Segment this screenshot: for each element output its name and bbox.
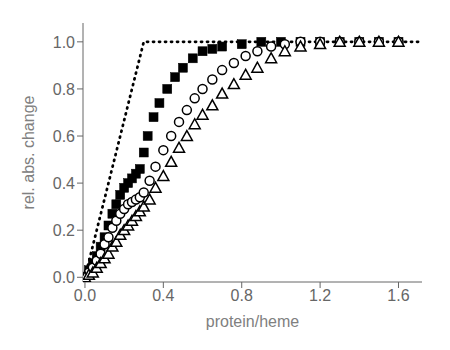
svg-text:rel. abs. change: rel. abs. change [20,95,37,209]
svg-text:0.2: 0.2 [53,222,75,239]
svg-text:protein/heme: protein/heme [206,313,299,330]
svg-text:0.8: 0.8 [231,287,253,304]
svg-text:0.4: 0.4 [152,287,174,304]
svg-text:0.8: 0.8 [53,81,75,98]
svg-text:1.6: 1.6 [387,287,409,304]
svg-text:0.4: 0.4 [53,175,75,192]
svg-text:1.2: 1.2 [309,287,331,304]
svg-text:0.0: 0.0 [74,287,96,304]
svg-text:0.6: 0.6 [53,128,75,145]
svg-text:1.0: 1.0 [53,34,75,51]
svg-text:0.0: 0.0 [53,269,75,286]
